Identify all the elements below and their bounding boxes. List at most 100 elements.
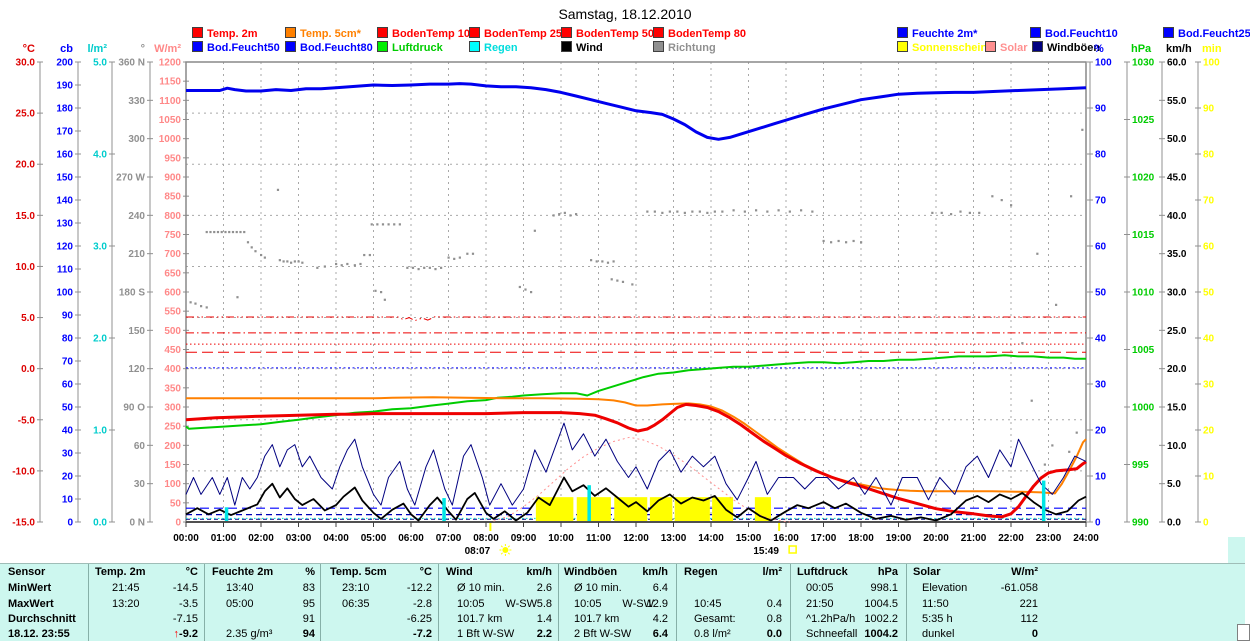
legend-label: Regen	[484, 42, 518, 54]
x-tick-label: 15:00	[736, 533, 762, 544]
legend-item-solar: Solar	[985, 41, 1028, 54]
series-windb-en	[185, 422, 1087, 506]
axis-w-m-tick: 250	[164, 422, 181, 433]
table-cell-text: 2.35 g/m³	[226, 628, 273, 640]
table-col-unit: %	[305, 566, 315, 578]
legend-label: BodenTemp 10	[392, 28, 471, 40]
legend-item-bodentemp-25: BodenTemp 25	[469, 27, 562, 40]
legend-label: Bod.Feucht10	[1045, 28, 1118, 40]
legend-swatch	[653, 27, 664, 38]
axis-cb-tick: 140	[56, 196, 73, 207]
table-cell-value: 1004.2	[864, 628, 898, 640]
table-col-unit: l/m²	[762, 566, 782, 578]
axis-c-tick: -10.0	[12, 466, 35, 477]
x-tick-label: 24:00	[1073, 533, 1099, 544]
table-cell-direction: W-SW	[622, 598, 654, 610]
x-tick-label: 06:00	[398, 533, 424, 544]
axis-min-tick: 50	[1203, 288, 1215, 299]
axis-c-tick: 5.0	[21, 313, 35, 324]
table-col-unit: hPa	[877, 566, 898, 578]
axis-w-m-tick: 0	[175, 518, 181, 529]
table-column-separator	[88, 564, 89, 641]
axis-cb-tick: 180	[56, 104, 73, 115]
axis-w-m-tick: 1000	[159, 134, 182, 145]
axis-cb-tick: 120	[56, 242, 73, 253]
series-temp-5cm	[186, 396, 1087, 495]
axis-cb-tick: 190	[56, 81, 73, 92]
axis--tick: 120	[128, 364, 145, 375]
axis-km-h	[1159, 61, 1165, 523]
table-cell-value: -7.15	[172, 613, 198, 625]
table-col-header: Luftdruck	[797, 566, 848, 578]
axis-cb-tick: 160	[56, 150, 73, 161]
axis-cb-tick: 40	[62, 426, 74, 437]
x-tick-label: 04:00	[323, 533, 349, 544]
axis-min-tick: 60	[1203, 242, 1215, 253]
table-col-header: Solar	[913, 566, 941, 578]
legend-item-bod-feucht50: Bod.Feucht50	[192, 41, 280, 54]
axis-w-m-tick: 200	[164, 441, 181, 452]
series-feuchte-2m	[186, 82, 1087, 141]
axis-min-tick: 80	[1203, 150, 1215, 161]
table-cell-text: dunkel	[922, 628, 955, 640]
legend-label: BodenTemp 80	[668, 28, 747, 40]
sunrise-sun-icon	[499, 544, 512, 556]
table-corner-patch	[1228, 537, 1245, 563]
table-cell-value: 998.1	[870, 582, 898, 594]
axis-hpa-tick: 1030	[1132, 58, 1155, 69]
table-cell-text: 101.7 km	[457, 613, 503, 625]
axis--tick: 30	[1095, 380, 1107, 391]
axis-cb-tick: 110	[57, 265, 74, 276]
axis-unit-hpa: hPa	[1131, 43, 1152, 55]
legend-item-bod-feucht10: Bod.Feucht10	[1030, 27, 1118, 40]
axis-w-m-tick: 500	[164, 326, 181, 337]
legend-item-wind: Wind	[561, 41, 603, 54]
legend-label: Sonnenschein	[912, 42, 988, 54]
axis-min-tick: 70	[1203, 196, 1215, 207]
series-sonnenschein	[535, 497, 771, 521]
table-cell-value: 1.4	[536, 613, 552, 625]
legend-swatch	[561, 41, 572, 52]
legend-item-sonnenschein: Sonnenschein	[897, 41, 988, 54]
table-cell-value: 221	[1019, 598, 1038, 610]
table-cell-text: 10:05	[457, 598, 485, 610]
axis-km-h-tick: 5.0	[1167, 479, 1181, 490]
axis--tick: 80	[1095, 150, 1107, 161]
table-cell-value: 83	[302, 582, 315, 594]
axis-w-m-tick: 350	[164, 383, 181, 394]
table-cell-value: 0.4	[766, 598, 782, 610]
axis--tick: 100	[1095, 58, 1112, 69]
legend-label: Temp. 5cm*	[300, 28, 361, 40]
table-cell-value: -6.25	[406, 613, 432, 625]
table-cell-value: 0.0	[766, 628, 782, 640]
axis-cb-tick: 20	[62, 472, 74, 483]
legend-label: Temp. 2m	[207, 28, 258, 40]
table-cell-text: 21:50	[806, 598, 834, 610]
series-wind	[185, 476, 1087, 522]
legend-item-bodentemp-10: BodenTemp 10	[377, 27, 471, 40]
resize-grip[interactable]	[1237, 624, 1250, 641]
axis-km-h-tick: 60.0	[1167, 58, 1187, 69]
table-column-separator	[320, 564, 321, 641]
axis-w-m-tick: 400	[164, 364, 181, 375]
axis-min	[1195, 61, 1201, 523]
axis-km-h-tick: 30.0	[1167, 288, 1187, 299]
axis--tick: 300	[128, 134, 145, 145]
axis--tick: 180 S	[119, 288, 145, 299]
x-tick-label: 05:00	[361, 533, 387, 544]
table-col-header: Windböen	[564, 566, 618, 578]
legend-label: Richtung	[668, 42, 716, 54]
axis--tick: 70	[1095, 196, 1107, 207]
axis-hpa-tick: 1025	[1132, 115, 1155, 126]
axis-km-h-tick: 45.0	[1167, 173, 1187, 184]
axis-hpa-tick: 1010	[1132, 288, 1155, 299]
table-cell-direction: W-SW	[505, 598, 537, 610]
axis-w-m-tick: 650	[164, 268, 181, 279]
axis-	[147, 61, 153, 523]
axis-km-h-tick: 15.0	[1167, 403, 1187, 414]
axis-unit-min: min	[1202, 43, 1222, 55]
table-col-unit: °C	[419, 566, 432, 578]
axis-hpa-tick: 1000	[1132, 403, 1155, 414]
axis-c-tick: 10.0	[16, 262, 36, 273]
